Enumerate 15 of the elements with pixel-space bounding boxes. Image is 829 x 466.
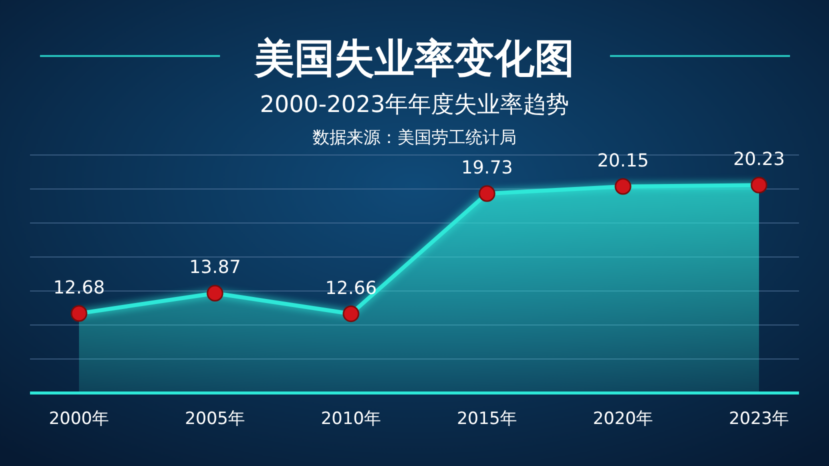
x-tick-label: 2015年 [456, 409, 518, 429]
chart-title: 美国失业率变化图 [254, 36, 574, 82]
data-label: 19.73 [461, 158, 513, 179]
source-note: 数据来源：美国劳工统计局 [312, 128, 516, 148]
x-tick-label: 2000年 [48, 409, 110, 429]
data-label: 13.87 [189, 257, 241, 278]
data-label: 20.23 [733, 149, 785, 170]
x-tick-label: 2005年 [184, 409, 246, 429]
data-label: 12.68 [53, 277, 105, 298]
x-tick-label: 2010年 [320, 409, 382, 429]
data-label: 12.66 [325, 278, 377, 299]
data-label: 20.15 [597, 150, 649, 172]
chart-subtitle: 2000-2023年年度失业率趋势 [260, 92, 570, 118]
x-tick-label: 2023年 [728, 409, 790, 429]
x-tick-label: 2020年 [592, 409, 654, 429]
